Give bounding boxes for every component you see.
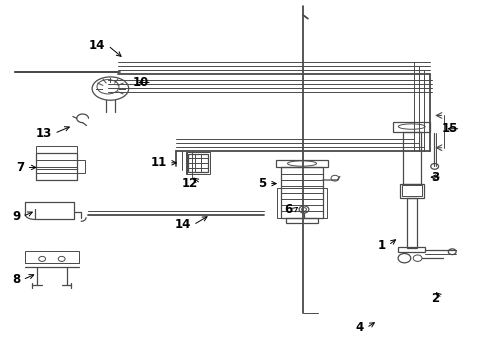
Text: 12: 12 — [182, 177, 198, 190]
Bar — [77, 160, 84, 174]
Text: 14: 14 — [89, 39, 105, 52]
Text: 4: 4 — [355, 321, 363, 334]
Text: 11: 11 — [150, 156, 166, 169]
Bar — [277, 188, 326, 218]
Bar — [392, 122, 429, 132]
Text: 1: 1 — [377, 239, 385, 252]
Bar — [276, 159, 327, 167]
Bar — [36, 146, 77, 153]
Text: 6: 6 — [284, 203, 292, 216]
Text: 15: 15 — [441, 122, 457, 135]
Bar — [285, 218, 317, 223]
Bar — [401, 185, 421, 196]
Text: 2: 2 — [430, 292, 439, 305]
Text: 10: 10 — [133, 76, 149, 89]
Text: 13: 13 — [36, 127, 52, 140]
Text: 3: 3 — [430, 171, 439, 184]
Bar — [399, 184, 423, 198]
Text: 8: 8 — [12, 273, 20, 286]
Bar — [406, 198, 416, 248]
Bar — [188, 154, 207, 172]
Text: 7: 7 — [16, 161, 24, 174]
Text: 14: 14 — [174, 218, 190, 231]
Bar — [36, 170, 77, 180]
Bar — [25, 251, 79, 263]
Bar — [186, 152, 209, 174]
Text: 5: 5 — [258, 177, 266, 190]
Text: 9: 9 — [12, 210, 20, 223]
Bar — [281, 167, 322, 218]
Bar — [36, 153, 77, 180]
Bar — [397, 247, 425, 252]
Bar — [402, 132, 420, 184]
